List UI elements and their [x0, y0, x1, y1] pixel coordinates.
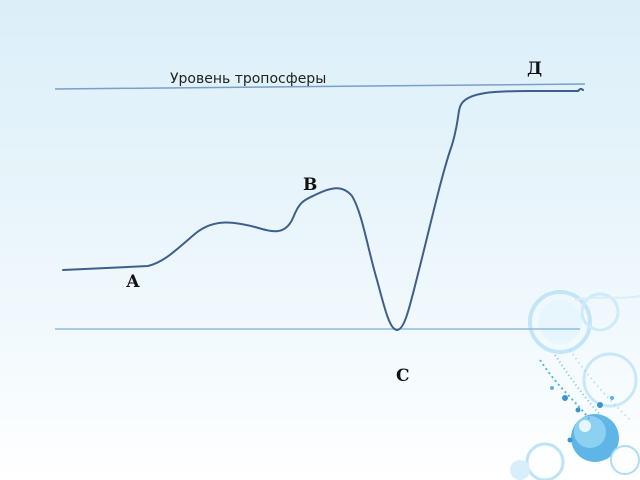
troposphere-level-label: Уровень тропосферы	[170, 71, 327, 87]
point-b-label: В	[303, 175, 318, 195]
trajectory-curve	[62, 87, 584, 331]
troposphere-level-line	[54, 83, 586, 90]
decorative-swirl	[510, 290, 640, 480]
point-d-label: Д	[527, 59, 543, 79]
point-a-label: А	[126, 272, 140, 292]
point-c-label: С	[396, 366, 410, 386]
